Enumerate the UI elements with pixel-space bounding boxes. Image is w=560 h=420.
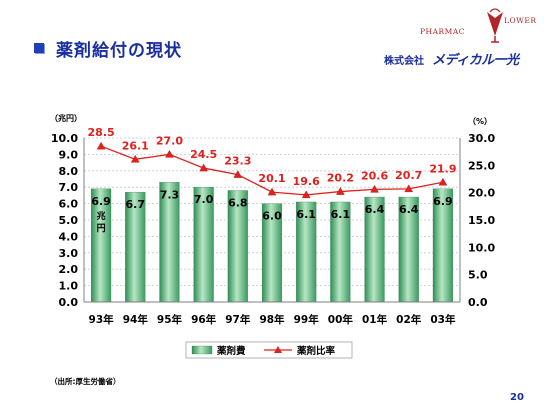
bar-value-label: 6.4 (399, 203, 419, 216)
left-axis-tick-label: 2.0 (59, 263, 79, 276)
ratio-value-label: 19.6 (293, 175, 320, 188)
bar-value-label: 6.8 (228, 196, 248, 209)
ratio-marker (336, 187, 345, 195)
bar-value-label: 7.3 (160, 188, 180, 201)
company-logo: PHARMAC LOWER (392, 6, 542, 46)
legend-bar-label: 薬剤費 (216, 345, 246, 357)
flower-logo-icon (487, 8, 503, 43)
left-axis-unit: （兆円） (50, 113, 82, 123)
bar-value-label: 6.1 (296, 208, 316, 221)
x-axis-tick-label: 93年 (89, 313, 115, 326)
ratio-marker (96, 141, 106, 150)
ratio-value-label: 21.9 (429, 162, 456, 175)
legend-line-label: 薬剤比率 (296, 345, 336, 357)
ratio-marker (438, 177, 448, 186)
x-axis-tick-label: 00年 (328, 313, 354, 326)
left-axis-tick-label: 3.0 (59, 247, 79, 260)
right-axis-tick-label: 25.0 (468, 159, 495, 172)
x-axis-tick-label: 02年 (396, 313, 422, 326)
ratio-marker (199, 163, 208, 172)
right-axis-tick-label: 30.0 (468, 132, 495, 145)
right-axis-tick-label: 20.0 (468, 187, 495, 200)
x-axis-tick-label: 95年 (157, 313, 183, 326)
bar-inline-unit-label: 兆 (97, 210, 106, 222)
left-axis-tick-label: 10.0 (51, 132, 78, 145)
ratio-marker (404, 184, 414, 193)
ratio-value-label: 24.5 (190, 148, 217, 161)
logo-chalice-icon (487, 12, 503, 36)
slide-title: 薬剤給付の現状 (56, 41, 182, 61)
bar-value-label: 6.1 (331, 208, 351, 221)
bar-value-label: 6.4 (365, 203, 385, 216)
logo-brand-left: PHARMAC (420, 27, 465, 36)
legend-line-marker (274, 346, 282, 353)
ratio-value-label: 20.2 (327, 172, 354, 185)
x-axis-tick-label: 97年 (225, 313, 251, 326)
company-name: メディカル一光 (432, 53, 519, 68)
x-axis-tick-label: 96年 (191, 313, 217, 326)
x-axis-tick-label: 01年 (362, 313, 388, 326)
ratio-value-label: 26.1 (122, 139, 149, 152)
bar-value-label: 7.0 (194, 193, 214, 206)
bar-inline-unit-label: 円 (97, 223, 106, 234)
x-axis-tick-label: 98年 (259, 313, 285, 326)
logo-brand-right: LOWER (504, 16, 537, 25)
ratio-value-label: 20.6 (361, 169, 388, 182)
ratio-value-label: 20.1 (258, 172, 285, 185)
left-axis-tick-label: 4.0 (59, 230, 79, 243)
right-axis-unit: （%） (468, 116, 492, 126)
ratio-marker (130, 154, 140, 163)
company-prefix: 株式会社 (384, 56, 424, 67)
left-axis-tick-label: 7.0 (59, 181, 79, 194)
legend-bar-swatch (191, 345, 213, 355)
ratio-marker (267, 187, 277, 196)
ratio-value-label: 27.0 (156, 134, 183, 147)
page-number: 20 (510, 392, 524, 403)
title-bullet-square (34, 43, 44, 53)
right-axis-tick-label: 0.0 (468, 296, 488, 309)
left-axis-tick-label: 6.0 (59, 198, 79, 211)
right-axis-tick-label: 5.0 (468, 269, 488, 282)
x-axis-tick-label: 03年 (430, 313, 456, 326)
ratio-marker (301, 190, 311, 199)
left-axis-tick-label: 9.0 (59, 148, 79, 161)
ratio-value-label: 20.7 (395, 169, 422, 182)
bar-value-label: 6.9 (91, 195, 111, 208)
x-axis-tick-label: 99年 (294, 313, 320, 326)
ratio-value-label: 28.5 (88, 126, 115, 139)
left-axis-tick-label: 8.0 (59, 165, 79, 178)
source-note: （出所:厚生労働省） (50, 377, 121, 386)
ratio-value-label: 23.3 (224, 155, 251, 168)
bar-value-label: 6.7 (126, 198, 146, 211)
bar-value-label: 6.0 (262, 210, 282, 223)
ratio-marker (233, 170, 243, 178)
left-axis-tick-label: 5.0 (59, 214, 79, 227)
ratio-marker (165, 149, 174, 158)
left-axis-tick-label: 1.0 (59, 280, 79, 293)
right-axis-tick-label: 10.0 (468, 241, 495, 254)
bar-value-label: 6.9 (433, 195, 453, 208)
ratio-marker (370, 184, 379, 193)
x-axis-tick-label: 94年 (123, 313, 149, 326)
left-axis-tick-label: 0.0 (59, 296, 79, 309)
right-axis-tick-label: 15.0 (468, 214, 495, 227)
